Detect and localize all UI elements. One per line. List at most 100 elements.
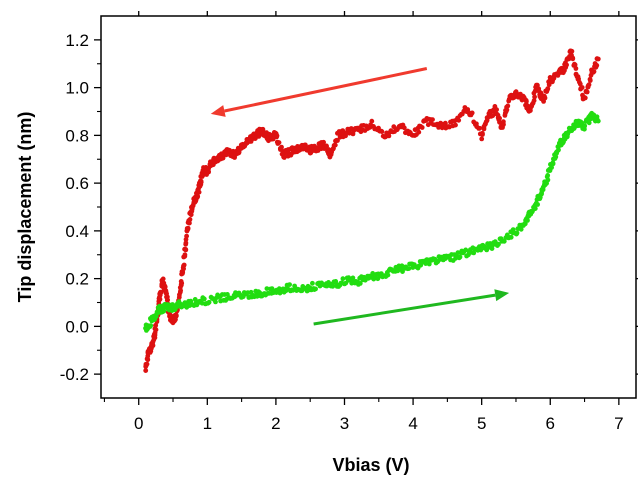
data-point [579,85,585,90]
data-point [586,120,592,126]
data-point [213,299,218,305]
data-point [505,103,511,109]
data-point [198,178,204,184]
arrow-shaft [224,67,428,113]
data-point [542,95,548,101]
data-point [174,313,179,319]
data-point [555,73,561,78]
data-point [183,241,189,247]
data-point [158,289,163,295]
annotation-arrows [210,67,510,326]
data-point [518,226,524,232]
data-point [148,323,154,328]
data-point [501,238,507,244]
x-tick-label: 6 [546,414,555,433]
data-point [569,48,575,54]
data-point [206,299,212,305]
data-point [496,241,501,247]
data-point [546,82,552,88]
series-2 [143,110,601,333]
data-point [443,120,448,126]
data-point [453,122,458,128]
data-point [586,82,592,88]
data-point [369,118,375,124]
data-point [550,161,556,167]
data-point [201,296,207,302]
data-point [187,220,192,226]
data-point [535,202,540,207]
data-point [379,129,385,135]
data-point [456,117,462,123]
data-point [180,271,185,276]
x-tick-label: 3 [340,414,349,433]
data-point [157,296,163,302]
data-point [274,133,280,139]
data-point [332,142,338,148]
data-point [582,95,588,101]
x-tick-label: 0 [134,414,143,433]
y-tick-label: 0.8 [65,126,89,145]
data-point [385,272,391,278]
data-point [545,87,550,92]
data-point [504,107,510,113]
data-point [419,125,425,130]
x-tick-label: 5 [477,414,486,433]
data-point [479,136,485,142]
data-point [522,221,528,227]
data-point [501,122,506,127]
data-point [310,280,315,286]
axis-ticks [94,11,638,405]
data-point [162,284,168,290]
data-point [480,130,485,136]
data-point [423,261,429,266]
data-point [181,262,187,268]
data-point [457,254,463,260]
data-point [469,110,475,116]
data-point [494,107,499,112]
data-point [254,293,260,299]
data-point [330,283,336,289]
data-point [545,173,551,178]
data-point [195,193,201,199]
data-point [187,217,193,222]
y-tick-label: 1.2 [65,31,89,50]
y-axis-label: Tip displacement (nm) [15,112,35,303]
data-point [347,130,352,136]
data-point [508,234,514,240]
data-point [184,233,190,239]
data-point [572,62,578,68]
data-point [321,139,326,145]
data-point [406,266,412,271]
data-point [430,117,435,122]
data-point [573,66,579,71]
data-point [161,308,167,314]
data-point [264,286,270,291]
data-point [287,282,292,287]
data-point [196,189,202,195]
data-point [164,297,170,303]
data-point [463,247,469,253]
data-point [178,288,184,293]
y-tick-label: -0.2 [60,365,89,384]
data-point [153,327,159,333]
data-point [206,169,212,175]
data-point [189,207,195,213]
data-point [524,99,529,104]
data-points [143,48,601,373]
data-point [553,154,559,160]
data-point [143,368,149,373]
data-point [570,56,576,62]
data-point [587,78,593,83]
data-point [525,218,530,223]
y-tick-label: 1.0 [65,79,89,98]
data-point [540,187,546,193]
data-point [595,56,601,62]
data-point [471,250,477,256]
data-point [185,225,191,231]
y-tick-label: 0.6 [65,174,89,193]
data-point [144,361,150,367]
data-point [426,261,432,267]
data-point [577,81,583,87]
data-point [584,89,590,95]
